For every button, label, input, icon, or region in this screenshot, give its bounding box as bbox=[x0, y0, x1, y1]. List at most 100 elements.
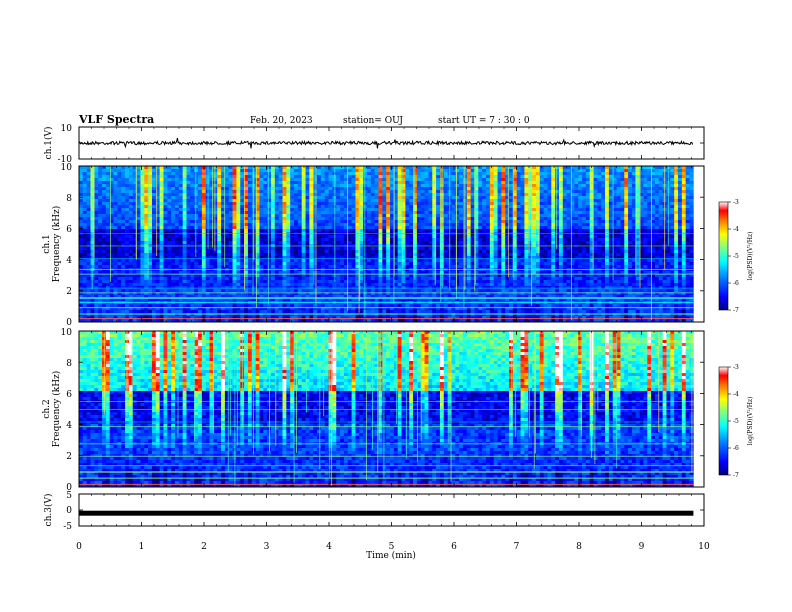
spectrogram-cell bbox=[294, 178, 299, 182]
spectrogram-cell bbox=[236, 319, 241, 323]
spectrogram-cell bbox=[320, 217, 326, 221]
spectrogram-cell bbox=[317, 262, 322, 266]
spectrogram-cell bbox=[182, 286, 187, 290]
spectrogram-cell bbox=[109, 172, 114, 176]
spectrogram-cell bbox=[140, 289, 145, 293]
spectrogram-cell bbox=[374, 178, 379, 182]
spectrogram-cell bbox=[209, 262, 214, 266]
spectrogram-cell bbox=[128, 238, 134, 242]
spectrogram-cell bbox=[409, 211, 414, 215]
spectrogram-cell bbox=[155, 196, 160, 200]
spectrogram-cell bbox=[405, 190, 410, 194]
spectrogram-cell bbox=[309, 250, 314, 254]
spectrogram-cell bbox=[393, 283, 399, 287]
spectrogram-cell bbox=[274, 196, 279, 200]
spectrogram-cell bbox=[247, 217, 253, 221]
spectrogram-cell bbox=[374, 205, 379, 209]
spectrogram-cell bbox=[267, 283, 272, 287]
spectrogram-cell bbox=[432, 187, 437, 191]
spectrogram-cell bbox=[136, 271, 141, 275]
spectrogram-cell bbox=[240, 307, 245, 311]
spectrogram-cell bbox=[209, 205, 214, 209]
spectrogram-cell bbox=[198, 190, 203, 194]
spectrogram-cell bbox=[121, 310, 126, 314]
spectrogram-cell bbox=[263, 280, 268, 284]
spectrogram-cell bbox=[136, 196, 141, 200]
spectrogram-cell bbox=[378, 316, 383, 320]
spectrogram-cell bbox=[98, 259, 103, 263]
spectrogram-cell bbox=[86, 181, 91, 185]
spectrogram-cell bbox=[270, 247, 276, 251]
spectrogram-cell bbox=[224, 271, 230, 275]
spectrogram-cell bbox=[317, 238, 322, 242]
spectrogram-cell bbox=[224, 211, 230, 215]
spectrogram-cell bbox=[221, 286, 226, 290]
spectrogram-cell bbox=[151, 235, 157, 239]
spectrogram-cell bbox=[86, 214, 91, 218]
spectrogram-cell bbox=[309, 229, 314, 233]
spectrogram-cell bbox=[247, 274, 253, 278]
spectrogram-cell bbox=[109, 265, 114, 269]
spectrogram-cell bbox=[121, 187, 126, 191]
spectrogram-cell bbox=[359, 202, 364, 206]
spectrogram-cell bbox=[236, 271, 241, 275]
spectrogram-cell bbox=[144, 229, 149, 233]
spectrogram-cell bbox=[217, 307, 222, 311]
spectrogram-cell bbox=[121, 307, 126, 311]
spectrogram-cell bbox=[136, 262, 141, 266]
spectrogram-cell bbox=[213, 256, 218, 260]
spectrogram-cell bbox=[217, 169, 222, 173]
spectrogram-cell bbox=[148, 175, 153, 179]
spectrogram-cell bbox=[132, 223, 137, 227]
spectrogram-cell bbox=[205, 292, 210, 296]
spectrogram-cell bbox=[432, 223, 437, 227]
spectrogram-cell bbox=[270, 307, 276, 311]
spectrogram-cell bbox=[247, 199, 253, 203]
spectrogram-cell bbox=[148, 208, 153, 212]
spectrogram-cell bbox=[224, 217, 230, 221]
spectrogram-cell bbox=[282, 214, 287, 218]
spectrogram-cell bbox=[355, 205, 360, 209]
spectrogram-cell bbox=[79, 184, 84, 188]
spectrogram-cell bbox=[382, 295, 387, 299]
spectrogram-cell bbox=[125, 307, 130, 311]
spectrogram-cell bbox=[267, 253, 272, 257]
spectrogram-cell bbox=[313, 211, 318, 215]
spectrogram-cell bbox=[405, 226, 410, 230]
spectrogram-cell bbox=[247, 295, 253, 299]
spectrogram-cell bbox=[94, 271, 99, 275]
spectrogram-cell bbox=[217, 286, 222, 290]
spectrogram-cell bbox=[320, 289, 326, 293]
spectrogram-cell bbox=[301, 295, 306, 299]
spectrogram-cell bbox=[328, 310, 333, 314]
spectrogram-cell bbox=[378, 166, 383, 170]
spectrogram-cell bbox=[209, 229, 214, 233]
spectrogram-cell bbox=[324, 184, 329, 188]
spectrogram-cell bbox=[109, 298, 114, 302]
spectrogram-cell bbox=[79, 274, 84, 278]
spectrogram-cell bbox=[274, 274, 279, 278]
spectrogram-cell bbox=[416, 253, 422, 257]
spectrogram-cell bbox=[351, 202, 356, 206]
spectrogram-cell bbox=[340, 220, 345, 224]
spectrogram-cell bbox=[125, 271, 130, 275]
spectrogram-cell bbox=[270, 223, 276, 227]
spectrogram-cell bbox=[297, 250, 303, 254]
spectrogram-cell bbox=[413, 304, 418, 308]
spectrogram-cell bbox=[140, 214, 145, 218]
spectrogram-cell bbox=[374, 187, 379, 191]
spectrogram-cell bbox=[213, 319, 218, 323]
spectrogram-cell bbox=[270, 184, 276, 188]
spectrogram-cell bbox=[148, 196, 153, 200]
spectrogram-cell bbox=[148, 235, 153, 239]
spectrogram-cell bbox=[201, 277, 207, 281]
spectrogram-cell bbox=[309, 184, 314, 188]
spectrogram-cell bbox=[105, 181, 111, 185]
spectrogram-cell bbox=[221, 247, 226, 251]
spectrogram-cell bbox=[274, 202, 279, 206]
spectrogram-cell bbox=[428, 238, 433, 242]
spectrogram-cell bbox=[343, 166, 349, 170]
spectrogram-cell bbox=[420, 319, 425, 323]
spectrogram-cell bbox=[186, 289, 191, 293]
spectrogram-cell bbox=[98, 199, 103, 203]
